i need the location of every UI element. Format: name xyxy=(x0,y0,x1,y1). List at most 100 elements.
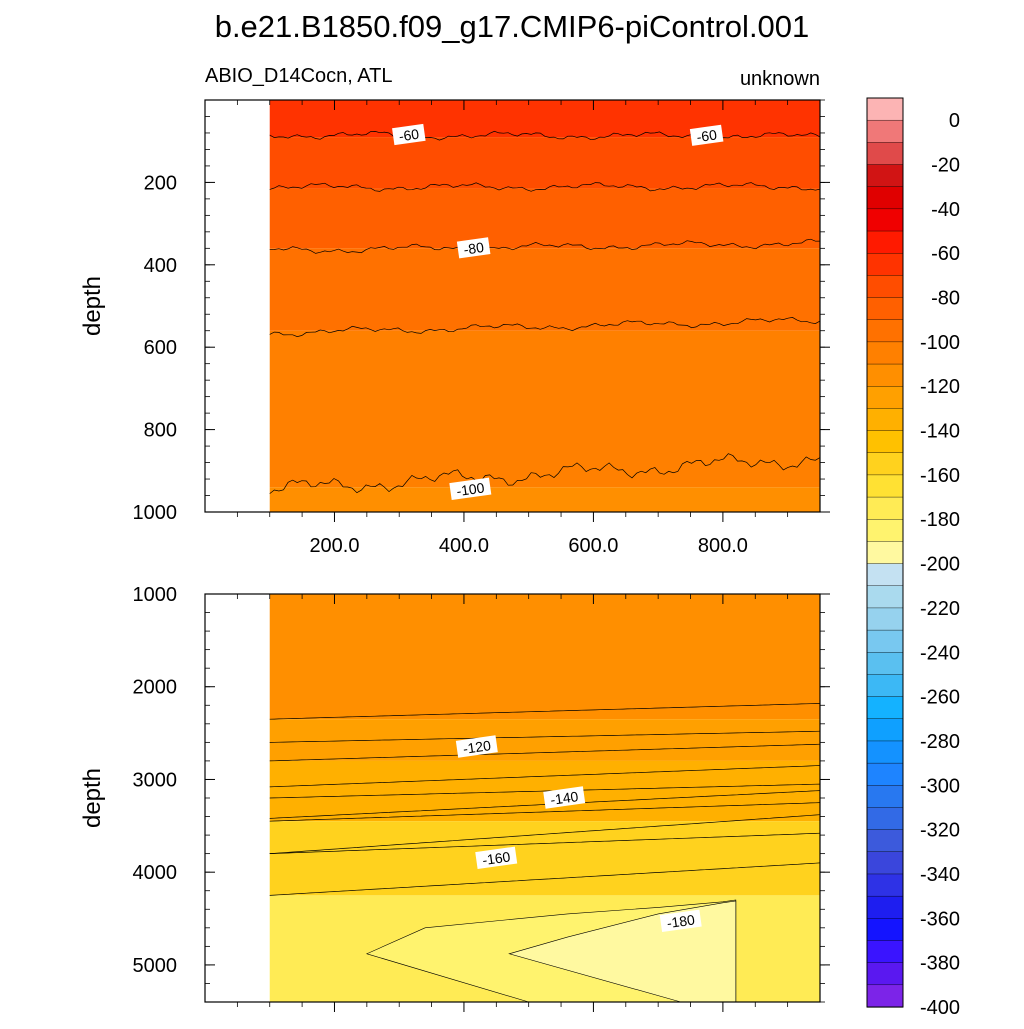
contour-label-background xyxy=(543,786,586,809)
colorbar-label: -80 xyxy=(931,288,960,310)
y-tick-label: 4000 xyxy=(133,862,178,884)
colorbar-swatch xyxy=(866,541,904,565)
colorbar-swatch xyxy=(866,674,904,698)
colorbar-swatch xyxy=(866,740,904,764)
colorbar-swatch xyxy=(866,119,904,143)
contour-label-text: -160 xyxy=(481,848,511,868)
contour-label: -60 xyxy=(392,123,426,146)
colorbar-label: -320 xyxy=(920,820,960,842)
y-tick-label: 2000 xyxy=(133,677,178,699)
lower-contour-lines xyxy=(269,703,821,896)
colorbar-label: -20 xyxy=(931,155,960,177)
contour-line xyxy=(269,743,821,762)
contour-line xyxy=(269,862,821,896)
colorbar-label: -160 xyxy=(920,465,960,487)
colorbar-swatch xyxy=(866,940,904,964)
panel-left-subtitle: ABIO_D14Cocn, ATL xyxy=(205,65,393,87)
contour-label-text: -140 xyxy=(549,788,579,808)
colorbar-swatch xyxy=(866,829,904,853)
colorbar-swatch xyxy=(866,762,904,786)
colorbar-label: -120 xyxy=(920,376,960,398)
colorbar-label: -180 xyxy=(920,509,960,531)
colorbar-swatch xyxy=(866,873,904,897)
lower-fill-layer xyxy=(269,594,821,1003)
colorbar-swatch xyxy=(866,341,904,365)
y-tick-label: 3000 xyxy=(133,769,178,791)
contour-label: -100 xyxy=(449,477,492,501)
upper-y-axis-label: depth xyxy=(79,276,106,336)
colorbar-swatch xyxy=(866,652,904,676)
colorbar-label: -300 xyxy=(920,775,960,797)
lower-panel: -120 -140 -160 -180 1000 2000 3000 4000 5000 de… xyxy=(79,584,830,1012)
colorbar-swatch xyxy=(866,807,904,831)
contour-label-background xyxy=(455,735,498,758)
colorbar-swatch xyxy=(866,962,904,986)
colorbar-label: -260 xyxy=(920,687,960,709)
contour-band xyxy=(269,248,821,331)
colorbar-swatch xyxy=(866,430,904,454)
colorbar-swatch xyxy=(866,142,904,166)
colorbar-label: -240 xyxy=(920,642,960,664)
colorbar-swatch xyxy=(866,386,904,409)
contour-label-background xyxy=(475,846,518,870)
colorbar-label: -220 xyxy=(920,598,960,620)
contour-label-background xyxy=(449,477,492,501)
colorbar-swatch xyxy=(866,519,904,543)
y-tick-label: 5000 xyxy=(133,955,178,977)
colorbar-swatch xyxy=(866,785,904,809)
colorbar-swatch xyxy=(866,97,904,121)
colorbar-label: -100 xyxy=(920,332,960,354)
contour-label-text: -120 xyxy=(462,737,492,757)
contour-label-background xyxy=(392,123,426,146)
contour-line xyxy=(269,703,821,720)
colorbar-swatch xyxy=(866,252,904,276)
colorbar-swatch xyxy=(866,496,904,520)
contour-label-background xyxy=(456,237,491,259)
colorbar-swatch xyxy=(866,363,904,387)
contour-label: -180 xyxy=(659,909,702,933)
contour-band xyxy=(269,594,821,720)
contour-label-text: -80 xyxy=(463,239,485,258)
colorbar-swatch xyxy=(866,319,904,343)
colorbar-swatch xyxy=(866,718,904,742)
upper-panel: -60 -60 -80 -100 200 400 600 800 1000 200.0 400.0… xyxy=(79,99,830,557)
contour-label: -120 xyxy=(455,735,498,758)
contour-line xyxy=(269,832,821,854)
colorbar-label: -360 xyxy=(920,908,960,930)
colorbar-swatch xyxy=(866,275,904,299)
contour-label: -140 xyxy=(543,786,586,809)
contour-label: -160 xyxy=(475,846,518,870)
colorbar-swatch xyxy=(866,607,904,631)
contour-label: -60 xyxy=(689,124,724,146)
colorbar-swatch xyxy=(866,208,904,232)
colorbar-swatch xyxy=(866,186,904,210)
colorbar-swatch xyxy=(866,629,904,653)
colorbar-swatch xyxy=(866,164,904,188)
colorbar-swatch xyxy=(866,408,904,432)
upper-fill-layer xyxy=(269,100,821,512)
y-tick-label: 400 xyxy=(144,255,177,277)
colorbar-swatch xyxy=(866,563,904,587)
contour-line xyxy=(269,730,821,743)
upper-plot-frame xyxy=(204,99,821,513)
contour-line xyxy=(269,814,821,854)
y-tick-label: 600 xyxy=(144,337,177,359)
colorbar-label: -60 xyxy=(931,243,960,265)
contour-label-text: -180 xyxy=(666,911,696,931)
contour-line xyxy=(269,317,821,337)
colorbar-label: -400 xyxy=(920,997,960,1019)
lower-contour-labels: -120 -140 -160 -180 xyxy=(455,735,702,933)
colorbar-swatch xyxy=(866,297,904,321)
contour-band xyxy=(269,719,821,761)
contour-label-text: -60 xyxy=(398,126,420,145)
x-tick-label: 800.0 xyxy=(698,535,748,557)
contour-label-background xyxy=(689,124,724,146)
colorbar-label: -200 xyxy=(920,554,960,576)
contour-line xyxy=(269,182,821,192)
colorbar-swatch xyxy=(866,918,904,942)
y-tick-label: 1000 xyxy=(133,502,178,524)
contour-line xyxy=(269,238,821,254)
colorbar-label: -280 xyxy=(920,731,960,753)
contour-label-text: -60 xyxy=(696,126,718,145)
